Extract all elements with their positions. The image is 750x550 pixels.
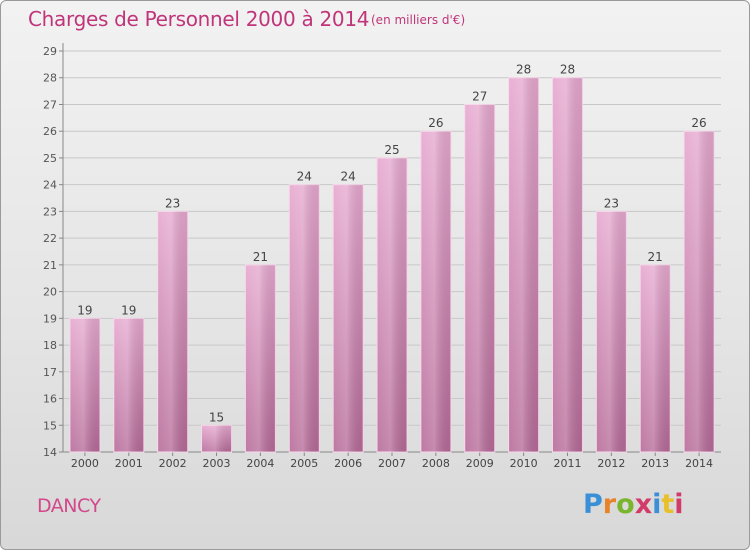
bar-shade-2009 xyxy=(464,104,495,452)
data-label-2002: 23 xyxy=(165,196,180,210)
data-label-2012: 23 xyxy=(604,196,619,210)
x-tick-label-2006: 2006 xyxy=(334,457,362,470)
bar-shade-2003 xyxy=(201,425,232,452)
x-tick-label-2011: 2011 xyxy=(553,457,581,470)
data-label-2010: 28 xyxy=(516,63,531,77)
x-tick-label-2013: 2013 xyxy=(641,457,669,470)
y-tick-label: 14 xyxy=(43,446,57,459)
logo-letter: i xyxy=(674,489,684,520)
y-tick-label: 22 xyxy=(43,232,57,245)
logo-letter: P xyxy=(583,489,603,520)
data-label-2006: 24 xyxy=(340,170,355,184)
data-label-2005: 24 xyxy=(297,170,312,184)
bar-shade-2012 xyxy=(596,211,627,452)
x-tick-label-2005: 2005 xyxy=(290,457,318,470)
bar-shade-2004 xyxy=(245,264,276,452)
bar-shade-2001 xyxy=(113,318,144,452)
y-tick-label: 19 xyxy=(43,312,57,325)
y-tick-label: 23 xyxy=(43,205,57,218)
data-label-2000: 19 xyxy=(77,303,92,317)
x-tick-label-2004: 2004 xyxy=(246,457,274,470)
bars xyxy=(69,77,715,453)
chart-subtitle: (en milliers d'€) xyxy=(371,13,466,27)
bar-shade-2005 xyxy=(289,184,320,452)
y-tick-label: 16 xyxy=(43,393,57,406)
y-tick-label: 27 xyxy=(43,98,57,111)
data-label-2014: 26 xyxy=(691,116,706,130)
bar-shade-2002 xyxy=(157,211,188,452)
bar-shade-2011 xyxy=(552,77,583,452)
bar-shade-2008 xyxy=(420,131,451,452)
y-tick-label: 26 xyxy=(43,125,57,138)
x-tick-label-2008: 2008 xyxy=(422,457,450,470)
logo-letter: t xyxy=(661,489,675,520)
y-tick-label: 17 xyxy=(43,366,57,379)
logo-letter: o xyxy=(616,489,635,520)
proxiti-logo[interactable]: Proxiti xyxy=(583,489,684,520)
data-labels: 19 19 23 15 21 24 24 25 26 27 28 28 23 21 26 xyxy=(77,63,706,425)
bar-shade-2006 xyxy=(333,184,364,452)
x-tick-label-2001: 2001 xyxy=(115,457,143,470)
x-tick-label-2012: 2012 xyxy=(597,457,625,470)
y-tick-label: 15 xyxy=(43,419,57,432)
data-label-2008: 26 xyxy=(428,116,443,130)
y-tick-label: 28 xyxy=(43,72,57,85)
data-label-2003: 15 xyxy=(209,410,224,424)
data-label-2001: 19 xyxy=(121,303,136,317)
logo-letter: x xyxy=(634,489,653,520)
y-tick-label: 24 xyxy=(43,179,57,192)
data-label-2004: 21 xyxy=(253,250,268,264)
data-label-2009: 27 xyxy=(472,89,487,103)
x-tick-label-2003: 2003 xyxy=(203,457,231,470)
y-tick-label: 18 xyxy=(43,339,57,352)
x-tick-label-2014: 2014 xyxy=(685,457,713,470)
y-tick-label: 25 xyxy=(43,152,57,165)
x-tick-label-2010: 2010 xyxy=(510,457,538,470)
bar-shade-2000 xyxy=(69,318,100,452)
bar-shade-2013 xyxy=(640,264,671,452)
data-label-2011: 28 xyxy=(560,63,575,77)
bar-shade-2014 xyxy=(684,131,715,452)
commune-name: DANCY xyxy=(37,495,101,517)
y-tick-label: 29 xyxy=(43,45,57,58)
x-tick-label-2007: 2007 xyxy=(378,457,406,470)
data-label-2013: 21 xyxy=(648,250,663,264)
y-tick-label: 20 xyxy=(43,286,57,299)
chart-title: Charges de Personnel 2000 à 2014 xyxy=(28,7,370,31)
data-label-2007: 25 xyxy=(384,143,399,157)
x-tick-label-2002: 2002 xyxy=(159,457,187,470)
bar-shade-2007 xyxy=(377,157,407,452)
bar-shade-2010 xyxy=(508,77,539,452)
tick-labels: 14 15 16 17 18 19 20 21 22 23 24 25 26 27 28 29 2000 2001… xyxy=(43,45,713,470)
logo-letter: r xyxy=(602,489,617,520)
logo-letter: i xyxy=(652,489,662,520)
x-tick-label-2009: 2009 xyxy=(466,457,494,470)
x-tick-label-2000: 2000 xyxy=(71,457,99,470)
y-tick-label: 21 xyxy=(43,259,57,272)
